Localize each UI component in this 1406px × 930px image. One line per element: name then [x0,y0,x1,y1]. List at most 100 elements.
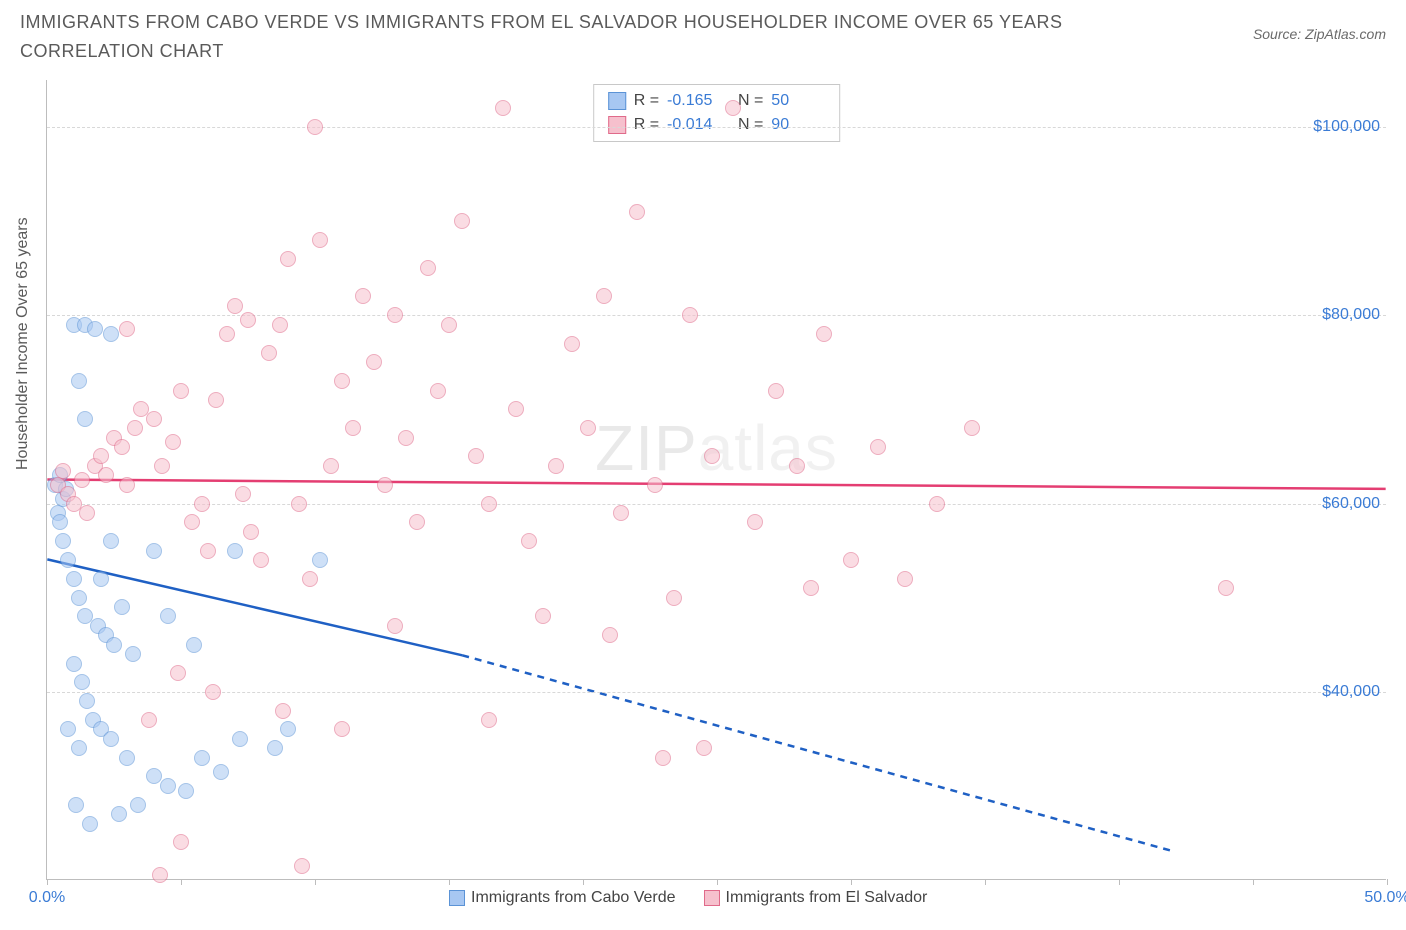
data-point [219,326,235,342]
data-point [508,401,524,417]
data-point [235,486,251,502]
data-point [173,834,189,850]
legend-swatch [608,116,626,134]
data-point [291,496,307,512]
data-point [275,703,291,719]
gridline [47,692,1386,693]
data-point [130,797,146,813]
y-axis-label: $80,000 [1322,306,1380,324]
data-point [481,496,497,512]
data-point [647,477,663,493]
data-point [387,618,403,634]
data-point [548,458,564,474]
data-point [334,721,350,737]
data-point [178,783,194,799]
x-tick [47,879,48,885]
data-point [106,637,122,653]
x-tick [181,879,182,885]
legend-stat-row: R =-0.165 N =50 [608,89,826,113]
data-point [165,434,181,450]
legend-swatch [704,890,720,906]
source-label: Source: ZipAtlas.com [1253,8,1386,42]
data-point [345,420,361,436]
data-point [186,637,202,653]
data-point [803,580,819,596]
legend-series-name: Immigrants from Cabo Verde [471,889,676,907]
data-point [366,354,382,370]
x-tick [1119,879,1120,885]
data-point [74,674,90,690]
data-point [481,712,497,728]
data-point [267,740,283,756]
watermark-light: atlas [698,412,838,484]
data-point [173,383,189,399]
data-point [74,472,90,488]
legend-swatch [608,92,626,110]
data-point [60,552,76,568]
data-point [66,571,82,587]
scatter-plot: ZIPatlas R =-0.165 N =50R =-0.014 N =90 … [46,80,1386,880]
data-point [261,345,277,361]
data-point [103,326,119,342]
data-point [253,552,269,568]
legend-n-value: 90 [771,113,825,137]
data-point [843,552,859,568]
data-point [596,288,612,304]
gridline [47,127,1386,128]
data-point [227,543,243,559]
data-point [280,721,296,737]
data-point [696,740,712,756]
data-point [103,533,119,549]
data-point [71,590,87,606]
x-tick [315,879,316,885]
data-point [747,514,763,530]
data-point [323,458,339,474]
data-point [103,731,119,747]
data-point [71,740,87,756]
data-point [77,411,93,427]
y-axis-label: $100,000 [1313,118,1380,136]
data-point [160,608,176,624]
data-point [870,439,886,455]
data-point [243,524,259,540]
data-point [521,533,537,549]
data-point [816,326,832,342]
y-axis-label: $60,000 [1322,495,1380,513]
legend-r-label: R = [634,113,659,137]
data-point [377,477,393,493]
data-point [454,213,470,229]
data-point [655,750,671,766]
x-tick [583,879,584,885]
data-point [52,514,68,530]
data-point [240,312,256,328]
data-point [194,750,210,766]
data-point [82,816,98,832]
gridline [47,504,1386,505]
legend-n-label: N = [729,113,763,137]
data-point [170,665,186,681]
legend-item: Immigrants from Cabo Verde [449,889,676,907]
chart-title: IMMIGRANTS FROM CABO VERDE VS IMMIGRANTS… [20,8,1140,66]
data-point [127,420,143,436]
data-point [160,778,176,794]
data-point [194,496,210,512]
watermark: ZIPatlas [595,411,838,485]
data-point [146,543,162,559]
data-point [205,684,221,700]
y-axis-label: $40,000 [1322,683,1380,701]
data-point [66,656,82,672]
data-point [55,463,71,479]
stats-legend: R =-0.165 N =50R =-0.014 N =90 [593,84,841,142]
data-point [334,373,350,389]
data-point [613,505,629,521]
data-point [55,533,71,549]
data-point [602,627,618,643]
data-point [213,764,229,780]
data-point [119,321,135,337]
data-point [184,514,200,530]
x-tick [1253,879,1254,885]
data-point [125,646,141,662]
data-point [387,307,403,323]
data-point [666,590,682,606]
data-point [430,383,446,399]
